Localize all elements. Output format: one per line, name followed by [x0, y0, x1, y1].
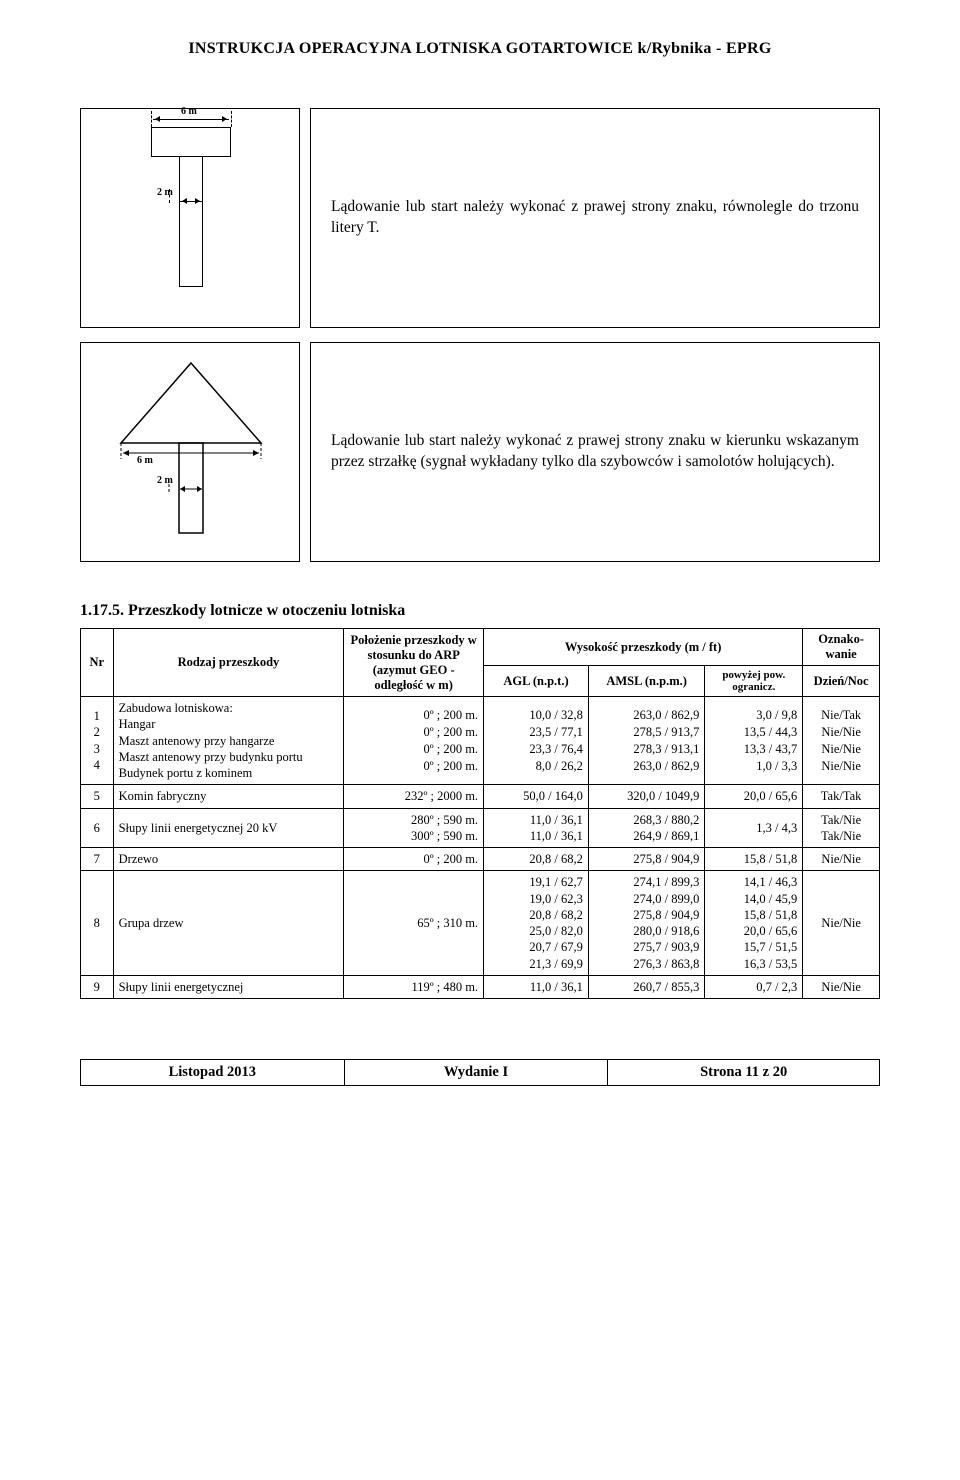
cell: Nie/TakNie/NieNie/NieNie/Nie — [803, 697, 880, 785]
th-oznak: Oznako-wanie — [803, 629, 880, 666]
th-wysokosc: Wysokość przeszkody (m / ft) — [484, 629, 803, 666]
cell: 260,7 / 855,3 — [588, 975, 704, 998]
footer-right: Strona 11 z 20 — [608, 1060, 880, 1086]
cell: 20,8 / 68,2 — [484, 848, 589, 871]
footer-center: Wydanie I — [344, 1060, 608, 1086]
footer-left: Listopad 2013 — [81, 1060, 345, 1086]
cell: 1,3 / 4,3 — [705, 808, 803, 848]
cell-rodzaj: Słupy linii energetycznej — [113, 975, 344, 998]
table-row: 7Drzewo0º ; 200 m.20,8 / 68,2275,8 / 904… — [81, 848, 880, 871]
obstacles-table: Nr Rodzaj przeszkody Położenie przeszkod… — [80, 628, 880, 999]
cell-rodzaj: Zabudowa lotniskowa:HangarMaszt antenowy… — [113, 697, 344, 785]
cell: Tak/Tak — [803, 785, 880, 808]
th-dn: Dzień/Noc — [803, 666, 880, 697]
cell: 0º ; 200 m. — [344, 848, 484, 871]
cell: 20,0 / 65,6 — [705, 785, 803, 808]
cell: 11,0 / 36,1 — [484, 975, 589, 998]
th-nr: Nr — [81, 629, 114, 697]
cell: 11,0 / 36,111,0 / 36,1 — [484, 808, 589, 848]
cell-nr: 1234 — [81, 697, 114, 785]
cell: 15,8 / 51,8 — [705, 848, 803, 871]
page-header: INSTRUKCJA OPERACYJNA LOTNISKA GOTARTOWI… — [80, 40, 880, 58]
cell-rodzaj: Komin fabryczny — [113, 785, 344, 808]
cell: Nie/Nie — [803, 871, 880, 976]
dim-label-6m: 6 m — [181, 106, 197, 117]
dim-label-6m-2: 6 m — [137, 455, 153, 466]
footer: Listopad 2013 Wydanie I Strona 11 z 20 — [80, 1059, 880, 1086]
cell: 119º ; 480 m. — [344, 975, 484, 998]
arrow-diagram: 6 m 2 m — [80, 342, 300, 562]
cell: Nie/Nie — [803, 975, 880, 998]
cell-rodzaj: Drzewo — [113, 848, 344, 871]
th-agl: AGL (n.p.t.) — [484, 666, 589, 697]
th-amsl: AMSL (n.p.m.) — [588, 666, 704, 697]
cell: 320,0 / 1049,9 — [588, 785, 704, 808]
t-shape-diagram: 6 m 2 m — [80, 108, 300, 328]
table-row: 6Słupy linii energetycznej 20 kV280º ; 5… — [81, 808, 880, 848]
cell-nr: 6 — [81, 808, 114, 848]
cell-nr: 8 — [81, 871, 114, 976]
cell: 3,0 / 9,813,5 / 44,313,3 / 43,71,0 / 3,3 — [705, 697, 803, 785]
cell: 19,1 / 62,719,0 / 62,320,8 / 68,225,0 / … — [484, 871, 589, 976]
cell: 232º ; 2000 m. — [344, 785, 484, 808]
th-polozenie: Położenie przeszkody w stosunku do ARP (… — [344, 629, 484, 697]
cell: 50,0 / 164,0 — [484, 785, 589, 808]
cell: Nie/Nie — [803, 848, 880, 871]
cell-nr: 7 — [81, 848, 114, 871]
t-diagram-text: Lądowanie lub start należy wykonać z pra… — [310, 108, 880, 328]
cell: 0,7 / 2,3 — [705, 975, 803, 998]
cell-rodzaj: Słupy linii energetycznej 20 kV — [113, 808, 344, 848]
table-row: 9Słupy linii energetycznej119º ; 480 m.1… — [81, 975, 880, 998]
cell: 14,1 / 46,314,0 / 45,915,8 / 51,820,0 / … — [705, 871, 803, 976]
cell: 65º ; 310 m. — [344, 871, 484, 976]
cell: 275,8 / 904,9 — [588, 848, 704, 871]
obstacles-title: 1.17.5. Przeszkody lotnicze w otoczeniu … — [80, 602, 880, 620]
cell: 263,0 / 862,9278,5 / 913,7278,3 / 913,12… — [588, 697, 704, 785]
cell-nr: 9 — [81, 975, 114, 998]
cell: 274,1 / 899,3274,0 / 899,0275,8 / 904,92… — [588, 871, 704, 976]
cell-nr: 5 — [81, 785, 114, 808]
cell: Tak/NieTak/Nie — [803, 808, 880, 848]
cell: 280º ; 590 m.300º ; 590 m. — [344, 808, 484, 848]
arrow-diagram-text: Lądowanie lub start należy wykonać z pra… — [310, 342, 880, 562]
cell: 268,3 / 880,2264,9 / 869,1 — [588, 808, 704, 848]
th-powyzej: powyżej pow. ogranicz. — [705, 666, 803, 697]
diagram-row-t: 6 m 2 m Lądowanie lub start należy wykon… — [80, 108, 880, 328]
dim-label-2m-2: 2 m — [157, 475, 173, 486]
cell-rodzaj: Grupa drzew — [113, 871, 344, 976]
table-row: 5Komin fabryczny232º ; 2000 m.50,0 / 164… — [81, 785, 880, 808]
table-row: 1234Zabudowa lotniskowa:HangarMaszt ante… — [81, 697, 880, 785]
dim-label-2m: 2 m — [157, 187, 173, 198]
table-row: 8Grupa drzew65º ; 310 m.19,1 / 62,719,0 … — [81, 871, 880, 976]
cell: 0º ; 200 m.0º ; 200 m.0º ; 200 m.0º ; 20… — [344, 697, 484, 785]
th-rodzaj: Rodzaj przeszkody — [113, 629, 344, 697]
cell: 10,0 / 32,823,5 / 77,123,3 / 76,48,0 / 2… — [484, 697, 589, 785]
diagram-row-arrow: 6 m 2 m Lądowanie lub start należy wykon… — [80, 342, 880, 562]
